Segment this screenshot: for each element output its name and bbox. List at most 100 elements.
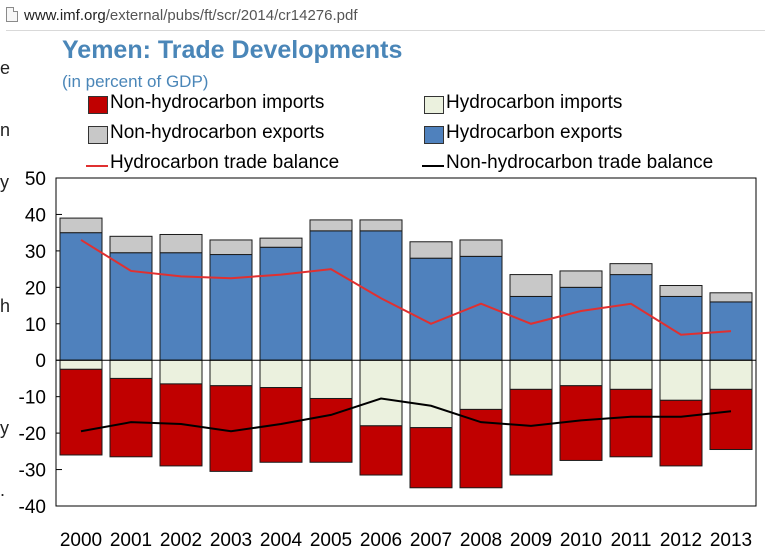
- pdf-page-icon: [6, 7, 18, 22]
- left-text-fragment: n: [0, 120, 11, 140]
- y-tick-label: 20: [25, 278, 46, 299]
- y-tick-label: 10: [25, 315, 46, 336]
- x-tick-label: 2013: [710, 530, 752, 551]
- bar-segment-hydrocarbon-exports: [309, 230, 353, 361]
- bar-segment-hydrocarbon-exports: [709, 301, 753, 361]
- bar-segment-hydrocarbon-imports: [559, 359, 603, 387]
- bar-segment-hydrocarbon-exports: [409, 257, 453, 361]
- bar-segment-non-hydrocarbon-exports: [609, 263, 653, 276]
- legend-label: Non-hydrocarbon exports: [110, 122, 325, 143]
- bar-segment-hydrocarbon-exports: [209, 254, 253, 361]
- bar-segment-hydrocarbon-imports: [259, 359, 303, 389]
- legend-line-swatch: [86, 165, 108, 167]
- legend-label: Hydrocarbon trade balance: [110, 152, 340, 173]
- left-page-edge: [0, 30, 6, 555]
- y-tick-label: -40: [19, 497, 46, 518]
- bar-segment-hydrocarbon-imports: [509, 359, 553, 390]
- bar-segment-hydrocarbon-imports: [609, 359, 653, 390]
- bar-segment-hydrocarbon-imports: [109, 359, 153, 379]
- legend-swatch: [424, 96, 444, 114]
- x-tick-label: 2004: [260, 530, 303, 551]
- bar-segment-hydrocarbon-exports: [159, 252, 203, 361]
- bar-segment-hydrocarbon-imports: [309, 359, 353, 399]
- bar-segment-non-hydrocarbon-exports: [709, 292, 753, 303]
- x-tick-label: 2000: [60, 530, 102, 551]
- bar-segment-hydrocarbon-exports: [659, 295, 703, 361]
- bar-segment-non-hydrocarbon-imports: [359, 425, 403, 476]
- y-tick-label: 50: [25, 169, 46, 190]
- bar-segment-hydrocarbon-imports: [59, 359, 103, 370]
- bar-segment-hydrocarbon-imports: [409, 359, 453, 429]
- legend-label: Non-hydrocarbon trade balance: [446, 152, 714, 173]
- bar-segment-hydrocarbon-exports: [609, 274, 653, 361]
- legend-label: Hydrocarbon imports: [446, 92, 623, 113]
- left-text-fragment: y: [0, 172, 9, 192]
- bar-segment-non-hydrocarbon-exports: [659, 285, 703, 297]
- bar-segment-hydrocarbon-imports: [359, 359, 403, 427]
- bar-segment-hydrocarbon-exports: [109, 252, 153, 361]
- bar-segment-non-hydrocarbon-imports: [509, 388, 553, 476]
- y-tick-label: -30: [19, 461, 46, 482]
- bar-segment-non-hydrocarbon-exports: [109, 235, 153, 254]
- bar-segment-non-hydrocarbon-exports: [259, 237, 303, 248]
- legend-swatch: [88, 126, 108, 144]
- x-tick-label: 2001: [110, 530, 152, 551]
- bar-segment-hydrocarbon-imports: [459, 359, 503, 410]
- url-text[interactable]: www.imf.org/external/pubs/ft/scr/2014/cr…: [24, 7, 358, 24]
- url-host: www.imf.org: [24, 7, 106, 24]
- y-tick-label: 0: [35, 351, 46, 372]
- plot-frame: [55, 177, 757, 507]
- left-text-fragment: .: [0, 480, 6, 500]
- chart-title: Yemen: Trade Developments: [62, 36, 403, 64]
- bar-segment-non-hydrocarbon-imports: [109, 377, 153, 458]
- bar-segment-hydrocarbon-imports: [709, 359, 753, 390]
- x-tick-label: 2006: [360, 530, 402, 551]
- bar-segment-non-hydrocarbon-exports: [309, 219, 353, 232]
- bar-segment-non-hydrocarbon-imports: [709, 388, 753, 451]
- y-tick-label: -10: [19, 388, 46, 409]
- x-tick-label: 2008: [460, 530, 502, 551]
- x-tick-label: 2002: [160, 530, 202, 551]
- legend-label: Non-hydrocarbon imports: [110, 92, 325, 113]
- legend-swatch: [88, 96, 108, 114]
- bar-segment-non-hydrocarbon-exports: [509, 274, 553, 297]
- bar-segment-non-hydrocarbon-exports: [359, 219, 403, 232]
- x-tick-label: 2007: [410, 530, 452, 551]
- legend-label: Hydrocarbon exports: [446, 122, 623, 143]
- bar-segment-hydrocarbon-imports: [209, 359, 253, 387]
- bar-segment-hydrocarbon-exports: [259, 246, 303, 361]
- bar-segment-non-hydrocarbon-imports: [59, 368, 103, 456]
- x-tick-label: 2003: [210, 530, 252, 551]
- x-tick-label: 2009: [510, 530, 552, 551]
- series-line-non-hydrocarbon-trade-balance: [80, 397, 732, 433]
- bar-segment-non-hydrocarbon-imports: [609, 388, 653, 458]
- bar-segment-non-hydrocarbon-imports: [309, 397, 353, 463]
- x-tick-label: 2012: [660, 530, 702, 551]
- bar-segment-non-hydrocarbon-exports: [559, 270, 603, 288]
- left-text-fragment: h: [0, 296, 11, 316]
- bar-segment-hydrocarbon-exports: [59, 232, 103, 361]
- left-text-fragment: y: [0, 418, 9, 438]
- bar-segment-non-hydrocarbon-imports: [409, 427, 453, 489]
- bar-segment-non-hydrocarbon-imports: [559, 385, 603, 461]
- x-tick-label: 2005: [310, 530, 352, 551]
- y-tick-label: 30: [25, 242, 46, 263]
- url-path: /external/pubs/ft/scr/2014/cr14276.pdf: [105, 7, 358, 24]
- legend-line-swatch: [422, 165, 444, 167]
- bar-segment-hydrocarbon-imports: [659, 359, 703, 401]
- bar-segment-non-hydrocarbon-exports: [159, 233, 203, 254]
- bar-segment-hydrocarbon-exports: [509, 295, 553, 361]
- bar-segment-hydrocarbon-exports: [359, 230, 403, 361]
- bar-segment-non-hydrocarbon-imports: [659, 399, 703, 467]
- bar-segment-non-hydrocarbon-exports: [209, 239, 253, 256]
- bar-segment-non-hydrocarbon-exports: [59, 217, 103, 234]
- legend-swatch: [424, 126, 444, 144]
- y-tick-label: -20: [19, 424, 46, 445]
- bar-segment-non-hydrocarbon-exports: [459, 239, 503, 257]
- browser-address-bar[interactable]: www.imf.org/external/pubs/ft/scr/2014/cr…: [0, 0, 765, 31]
- series-line-hydrocarbon-trade-balance: [80, 239, 732, 336]
- left-text-fragment: e: [0, 58, 11, 78]
- x-tick-label: 2011: [611, 530, 652, 551]
- bar-segment-hydrocarbon-exports: [559, 286, 603, 361]
